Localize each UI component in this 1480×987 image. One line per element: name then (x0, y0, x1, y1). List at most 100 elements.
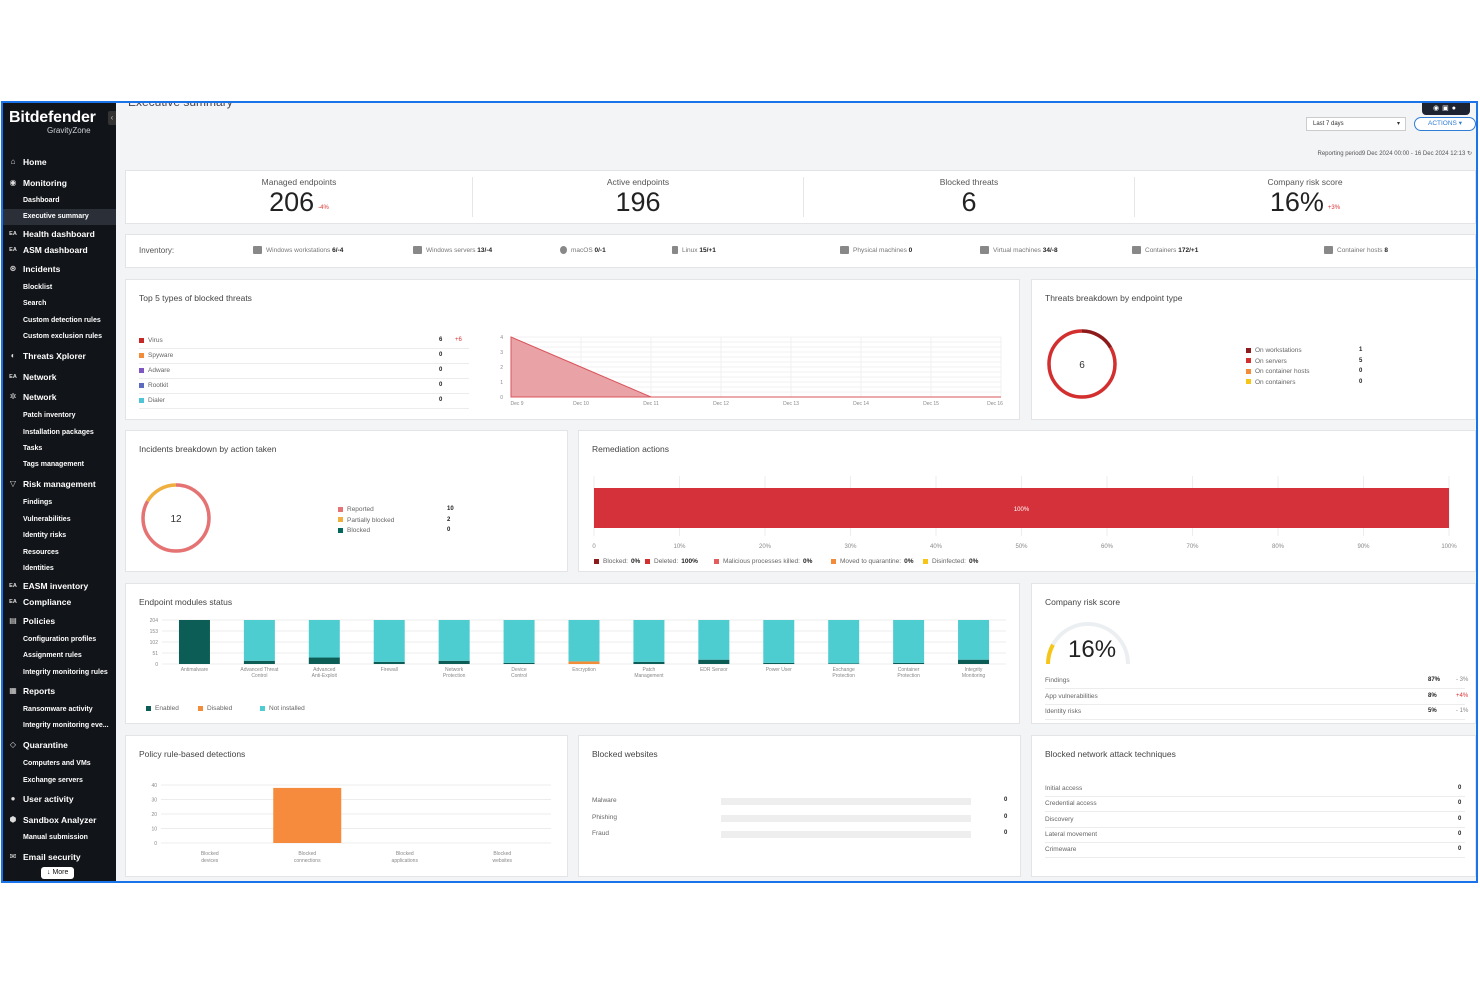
attack-row-label[interactable]: Initial access (1045, 785, 1083, 792)
inventory-windows-workstations[interactable]: Windows workstations 6/-4 (253, 235, 343, 267)
sidebar-item-home[interactable]: ⌂ Home (3, 154, 116, 170)
sidebar-item-assignment-rules[interactable]: Assignment rules (3, 648, 116, 664)
inventory-virtual-machines[interactable]: Virtual machines 34/-8 (980, 235, 1058, 267)
sidebar-item-easm-inventory[interactable]: EA EASM inventory (3, 578, 116, 594)
sidebar-item-tags-management[interactable]: Tags management (3, 457, 116, 473)
website-row-label[interactable]: Fraud (592, 830, 609, 837)
sidebar-item-health-dashboard[interactable]: EA Health dashboard (3, 226, 116, 242)
threats-breakdown-item[interactable]: On containers (1246, 379, 1295, 386)
kpi-blocked-threats[interactable]: Blocked threats 6 (804, 171, 1134, 223)
attack-row-label[interactable]: Lateral movement (1045, 830, 1098, 838)
threat-row-rootkit[interactable]: Rootkit (139, 382, 168, 389)
attack-row-label[interactable]: Credential access (1045, 800, 1097, 808)
sidebar-item-threats-xplorer[interactable]: ◐ Threats Xplorer (3, 348, 116, 364)
threat-row-dialer[interactable]: Dialer (139, 397, 165, 404)
incidents-legend-item[interactable]: Partially blocked (338, 517, 394, 524)
sidebar-item-network[interactable]: EA Network (3, 369, 116, 385)
module-bar-not-installed[interactable] (438, 620, 470, 661)
module-bar-enabled[interactable] (308, 657, 340, 664)
threats-breakdown-item[interactable]: On workstations (1246, 347, 1302, 354)
help-icon[interactable]: ◉ (1433, 105, 1443, 112)
module-bar-enabled[interactable] (763, 662, 795, 664)
attack-row-label[interactable]: Crimeware (1045, 846, 1077, 854)
sidebar-item-user-activity[interactable]: ● User activity (3, 791, 116, 807)
gift-icon[interactable]: ▣ (1442, 105, 1452, 112)
module-bar-enabled[interactable] (958, 659, 990, 664)
module-bar-enabled[interactable] (633, 661, 665, 664)
sidebar-item-manual-submission[interactable]: Manual submission (3, 830, 116, 846)
refresh-icon[interactable]: ↻ (1466, 151, 1472, 157)
sidebar-item-installation-packages[interactable]: Installation packages (3, 425, 116, 441)
sidebar-item-asm-dashboard[interactable]: EA ASM dashboard (3, 242, 116, 258)
sidebar-item-sandbox-analyzer[interactable]: ⬢ Sandbox Analyzer (3, 812, 116, 828)
module-bar-not-installed[interactable] (243, 620, 275, 661)
kpi-company-risk-score[interactable]: Company risk score 16% +3% (1135, 171, 1475, 223)
module-bar-not-installed[interactable] (503, 620, 535, 663)
incidents-legend-item[interactable]: Blocked (338, 527, 370, 534)
sidebar-item-network[interactable]: ✲ Network (3, 389, 116, 405)
module-bar-enabled[interactable] (438, 660, 470, 664)
sidebar-item-integrity-monitoring-rules[interactable]: Integrity monitoring rules (3, 665, 116, 681)
collapse-sidebar-icon[interactable]: ‹ (108, 111, 116, 125)
website-row-label[interactable]: Phishing (592, 813, 617, 821)
sidebar-item-configuration-profiles[interactable]: Configuration profiles (3, 632, 116, 648)
threat-row-virus[interactable]: Virus (139, 337, 163, 344)
sidebar-item-custom-exclusion-rules[interactable]: Custom exclusion rules (3, 329, 116, 345)
attack-row-label[interactable]: Discovery (1045, 815, 1074, 823)
kpi-managed-endpoints[interactable]: Managed endpoints 206 -4% (126, 171, 472, 223)
module-bar-enabled[interactable] (178, 620, 210, 664)
sidebar-item-policies[interactable]: ▤ Policies (3, 613, 116, 629)
threats-donut-segment[interactable] (1047, 329, 1117, 399)
sidebar-item-ransomware-activity[interactable]: Ransomware activity (3, 702, 116, 718)
module-bar-not-installed[interactable] (698, 620, 730, 660)
sidebar-item-exchange-servers[interactable]: Exchange servers (3, 773, 116, 789)
sidebar-item-tasks[interactable]: Tasks (3, 441, 116, 457)
module-bar-not-installed[interactable] (763, 620, 795, 663)
bar-deleted[interactable] (594, 488, 1449, 528)
risk-row-label[interactable]: App vulnerabilities (1045, 692, 1098, 700)
remediation-legend-item[interactable]: Disinfected: 0% (923, 558, 978, 565)
remediation-legend-item[interactable]: Moved to quarantine: 0% (831, 558, 913, 565)
remediation-legend-item[interactable]: Malicious processes killed: 0% (714, 558, 812, 565)
remediation-legend-item[interactable]: Blocked: 0% (594, 558, 640, 565)
inventory-macos[interactable]: macOS 0/-1 (560, 235, 606, 267)
module-bar-enabled[interactable] (243, 660, 275, 664)
sidebar-item-search[interactable]: Search (3, 296, 116, 312)
notifications-icon[interactable]: ● (1451, 105, 1459, 112)
actions-button[interactable]: ACTIONS ▾ (1414, 117, 1476, 131)
sidebar-item-executive-summary[interactable]: Executive summary (3, 209, 116, 225)
sidebar-item-custom-detection-rules[interactable]: Custom detection rules (3, 313, 116, 329)
sidebar-item-dashboard[interactable]: Dashboard (3, 193, 116, 209)
more-button[interactable]: ↓ More (41, 867, 75, 879)
remediation-legend-item[interactable]: Deleted: 100% (645, 558, 698, 565)
sidebar-item-resources[interactable]: Resources (3, 545, 116, 561)
website-row-label[interactable]: Malware (592, 797, 617, 804)
sidebar-item-email-security[interactable]: ✉ Email security (3, 849, 116, 865)
incidents-legend-item[interactable]: Reported (338, 506, 374, 513)
sidebar-item-findings[interactable]: Findings (3, 495, 116, 511)
sidebar-item-monitoring[interactable]: ◉ Monitoring (3, 175, 116, 191)
sidebar-item-identity-risks[interactable]: Identity risks (3, 528, 116, 544)
module-bar-not-installed[interactable] (568, 620, 600, 662)
inventory-windows-servers[interactable]: Windows servers 13/-4 (413, 235, 492, 267)
sidebar-item-risk-management[interactable]: ▽ Risk management (3, 476, 116, 492)
module-bar-enabled[interactable] (503, 662, 535, 664)
module-bar-not-installed[interactable] (633, 620, 665, 662)
module-bar-disabled[interactable] (568, 661, 600, 664)
module-bar-enabled[interactable] (828, 663, 860, 664)
module-bar-not-installed[interactable] (373, 620, 405, 662)
inventory-containers[interactable]: Containers 172/+1 (1132, 235, 1198, 267)
sidebar-item-reports[interactable]: ▦ Reports (3, 683, 116, 699)
module-bar-not-installed[interactable] (958, 620, 990, 660)
module-bar-not-installed[interactable] (308, 620, 340, 658)
threats-breakdown-item[interactable]: On container hosts (1246, 368, 1310, 375)
threat-row-adware[interactable]: Adware (139, 367, 170, 374)
sidebar-item-identities[interactable]: Identities (3, 561, 116, 577)
risk-row-label[interactable]: Identity risks (1045, 708, 1082, 715)
module-bar-not-installed[interactable] (893, 620, 925, 663)
threats-breakdown-item[interactable]: On servers (1246, 358, 1287, 365)
modules-legend-item[interactable]: Not installed (260, 705, 305, 712)
sidebar-item-computers-and-vms[interactable]: Computers and VMs (3, 756, 116, 772)
sidebar-item-integrity-monitoring-eve[interactable]: Integrity monitoring eve... (3, 718, 116, 734)
sidebar-item-blocklist[interactable]: Blocklist (3, 280, 116, 296)
